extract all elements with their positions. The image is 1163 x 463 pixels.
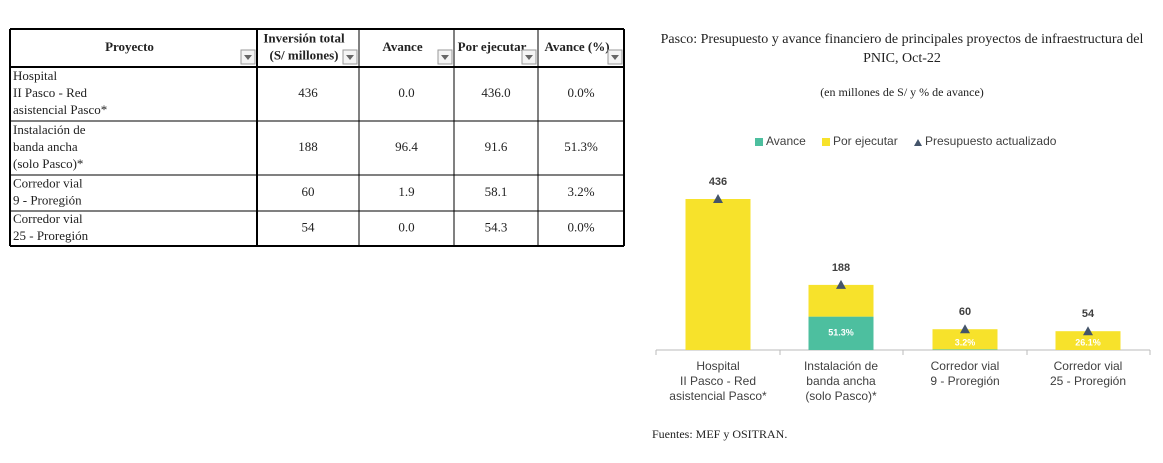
table-cell: 0.0 — [398, 85, 414, 100]
project-name: asistencial Pasco* — [13, 102, 107, 117]
column-header: Proyecto — [105, 39, 154, 54]
table-cell: 51.3% — [564, 139, 598, 154]
bar-segment — [685, 199, 751, 350]
x-tick-label: 25 - Proregión — [1050, 374, 1126, 388]
x-tick-label: Instalación de — [804, 359, 878, 373]
legend-swatch — [822, 138, 830, 146]
budget-marker — [836, 279, 846, 289]
legend-label: Avance — [766, 134, 806, 148]
bar-segment — [932, 329, 998, 350]
x-tick-label: Corredor vial — [931, 359, 1000, 373]
bar-segment — [808, 284, 874, 317]
table-cell: 436.0 — [481, 85, 510, 100]
total-label: 188 — [832, 262, 850, 274]
table-cell: 0.0% — [567, 85, 594, 100]
column-header: Avance — [382, 39, 422, 54]
project-name: banda ancha — [13, 139, 78, 154]
project-name: Instalación de — [13, 122, 86, 137]
project-name: Hospital — [13, 68, 57, 83]
project-name: Corredor vial — [13, 211, 83, 226]
x-tick-label: Hospital — [696, 359, 739, 373]
project-name: 9 - Proregión — [13, 192, 82, 207]
table-cell: 91.6 — [485, 139, 508, 154]
percent-label: 26.1% — [1075, 337, 1101, 347]
x-tick-label: II Pasco - Red — [680, 374, 756, 388]
table-cell: 0.0 — [398, 219, 414, 234]
bar-segment — [808, 316, 874, 350]
table-cell: 54.3 — [485, 219, 508, 234]
filter-arrow — [611, 55, 619, 60]
bar-segment — [1055, 331, 1121, 350]
table-cell: 188 — [298, 139, 318, 154]
column-header: Por ejecutar — [458, 39, 527, 54]
column-header: Inversión total — [263, 30, 345, 45]
filter-arrow — [441, 55, 449, 60]
table-cell: 58.1 — [485, 184, 508, 199]
legend-label: Presupuesto actualizado — [925, 134, 1057, 148]
legend-label: Por ejecutar — [833, 134, 898, 148]
percent-label: 51.3% — [828, 328, 854, 338]
table-cell: 1.9 — [398, 184, 414, 199]
filter-arrow — [244, 55, 252, 60]
table-cell: 60 — [302, 184, 315, 199]
legend-swatch — [755, 138, 763, 146]
x-tick-label: 9 - Proregión — [930, 374, 999, 388]
legend-marker — [914, 139, 922, 146]
table-cell: 96.4 — [395, 139, 418, 154]
budget-marker — [960, 324, 970, 334]
bar-segment — [932, 349, 998, 350]
filter-arrow — [525, 55, 533, 60]
x-tick-label: Corredor vial — [1054, 359, 1123, 373]
table-cell: 0.0% — [567, 219, 594, 234]
total-label: 436 — [709, 176, 727, 188]
x-tick-label: asistencial Pasco* — [669, 389, 767, 403]
table-cell: 436 — [298, 85, 318, 100]
filter-arrow — [346, 55, 354, 60]
chart-subtitle: (en millones de S/ y % de avance) — [820, 85, 984, 99]
percent-label: 3.2% — [955, 337, 976, 347]
column-header: (S/ millones) — [270, 47, 339, 62]
project-name: Corredor vial — [13, 175, 83, 190]
chart-title: Pasco: Presupuesto y avance financiero d… — [660, 32, 1144, 66]
budget-marker — [713, 194, 723, 203]
column-header: Avance (%) — [544, 39, 609, 54]
project-name: (solo Pasco)* — [13, 156, 83, 171]
x-tick-label: banda ancha — [806, 374, 876, 388]
x-tick-label: (solo Pasco)* — [805, 389, 877, 403]
project-name: II Pasco - Red — [13, 85, 88, 100]
budget-marker — [1083, 326, 1093, 336]
project-name: 25 - Proregión — [13, 228, 89, 243]
total-label: 54 — [1082, 308, 1095, 320]
table-cell: 3.2% — [567, 184, 594, 199]
total-label: 60 — [959, 306, 971, 318]
table-cell: 54 — [302, 219, 316, 234]
footnote: Fuentes: MEF y OSITRAN. — [652, 427, 787, 441]
